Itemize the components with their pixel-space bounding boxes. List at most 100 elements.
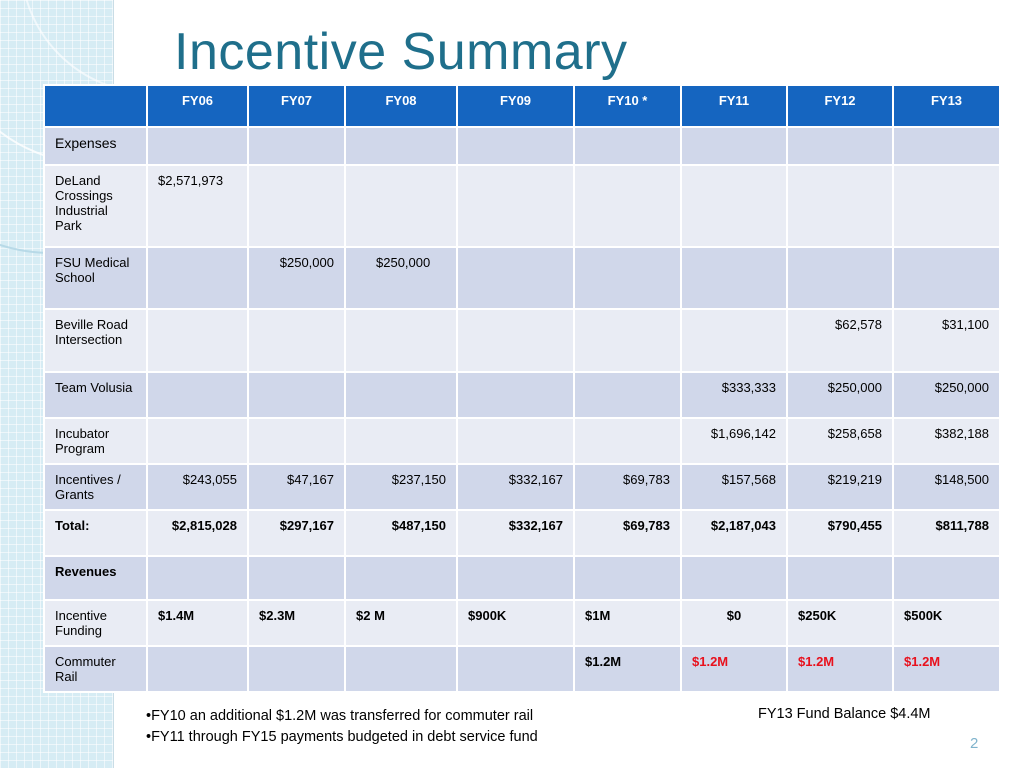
table-cell xyxy=(344,371,458,419)
total-cell: $332,167 xyxy=(456,509,575,557)
table-cell xyxy=(456,308,575,373)
table-cell xyxy=(247,164,346,248)
table-cell xyxy=(573,555,682,601)
header-cell: FY13 xyxy=(892,84,1001,128)
total-cell: $2,815,028 xyxy=(146,509,249,557)
footnote-line: •FY10 an additional $1.2M was transferre… xyxy=(146,708,534,724)
table-cell xyxy=(146,417,249,465)
revenue-cell: $1.4M xyxy=(146,599,249,647)
table-cell: $2,571,973 xyxy=(146,164,249,248)
table-cell: $31,100 xyxy=(892,308,1001,373)
table-cell xyxy=(344,126,458,166)
table-cell xyxy=(573,246,682,310)
revenue-cell-highlight: $1.2M xyxy=(680,645,788,693)
header-cell: FY07 xyxy=(247,84,346,128)
header-cell: FY12 xyxy=(786,84,894,128)
revenue-cell xyxy=(247,645,346,693)
row-label: FSU Medical School xyxy=(43,246,148,310)
row-label: Incubator Program xyxy=(43,417,148,465)
revenue-cell-highlight: $1.2M xyxy=(786,645,894,693)
table-cell: $1,696,142 xyxy=(680,417,788,465)
revenue-cell: $2 M xyxy=(344,599,458,647)
table-cell xyxy=(344,164,458,248)
expenses-section-row: Expenses xyxy=(43,126,1001,166)
table-cell xyxy=(247,555,346,601)
revenue-cell xyxy=(344,645,458,693)
table-cell xyxy=(786,555,894,601)
header-cell: FY08 xyxy=(344,84,458,128)
table-cell: $69,783 xyxy=(573,463,682,511)
table-cell xyxy=(892,555,1001,601)
table-cell: $47,167 xyxy=(247,463,346,511)
total-label: Total: xyxy=(43,509,148,557)
expenses-label: Expenses xyxy=(43,126,148,166)
table-cell xyxy=(680,126,788,166)
table-cell: $148,500 xyxy=(892,463,1001,511)
revenues-label: Revenues xyxy=(43,555,148,601)
revenue-cell-highlight: $1.2M xyxy=(892,645,1001,693)
total-cell: $297,167 xyxy=(247,509,346,557)
table-row: Incentives / Grants $243,055 $47,167 $23… xyxy=(43,463,1001,511)
header-cell: FY10 * xyxy=(573,84,682,128)
table-cell: $382,188 xyxy=(892,417,1001,465)
incentive-funding-row: Incentive Funding $1.4M $2.3M $2 M $900K… xyxy=(43,599,1001,647)
header-cell xyxy=(43,84,148,128)
table-cell: $250,000 xyxy=(892,371,1001,419)
total-cell: $2,187,043 xyxy=(680,509,788,557)
table-cell: $258,658 xyxy=(786,417,894,465)
total-cell: $811,788 xyxy=(892,509,1001,557)
table-cell xyxy=(680,246,788,310)
table-cell xyxy=(892,126,1001,166)
row-label: Incentives / Grants xyxy=(43,463,148,511)
table-cell: $332,167 xyxy=(456,463,575,511)
table-row: Incubator Program $1,696,142 $258,658 $3… xyxy=(43,417,1001,465)
table-row: Beville Road Intersection $62,578 $31,10… xyxy=(43,308,1001,373)
revenue-cell xyxy=(146,645,249,693)
revenue-cell: $1.2M xyxy=(573,645,682,693)
total-cell: $69,783 xyxy=(573,509,682,557)
revenue-cell: $900K xyxy=(456,599,575,647)
table-cell xyxy=(573,308,682,373)
table-cell xyxy=(344,308,458,373)
table-cell xyxy=(146,371,249,419)
row-label: Beville Road Intersection xyxy=(43,308,148,373)
incentive-summary-table: FY06 FY07 FY08 FY09 FY10 * FY11 FY12 FY1… xyxy=(43,84,1001,693)
table-cell xyxy=(146,246,249,310)
row-label: Commuter Rail xyxy=(43,645,148,693)
table-cell xyxy=(892,164,1001,248)
table-cell xyxy=(146,308,249,373)
table-cell xyxy=(786,246,894,310)
revenue-cell: $1M xyxy=(573,599,682,647)
table-cell xyxy=(247,126,346,166)
table-cell: $237,150 xyxy=(344,463,458,511)
table-cell xyxy=(892,246,1001,310)
table-cell xyxy=(786,126,894,166)
total-cell: $790,455 xyxy=(786,509,894,557)
table-cell: $333,333 xyxy=(680,371,788,419)
table-cell xyxy=(344,417,458,465)
table-cell xyxy=(680,164,788,248)
table-cell xyxy=(573,417,682,465)
table-row: Team Volusia $333,333 $250,000 $250,000 xyxy=(43,371,1001,419)
fund-balance-note: FY13 Fund Balance $4.4M xyxy=(758,706,931,722)
revenues-section-row: Revenues xyxy=(43,555,1001,601)
total-cell: $487,150 xyxy=(344,509,458,557)
table-row: FSU Medical School $250,000 $250,000 xyxy=(43,246,1001,310)
table-cell xyxy=(456,371,575,419)
header-cell: FY11 xyxy=(680,84,788,128)
table-cell: $62,578 xyxy=(786,308,894,373)
table-cell xyxy=(247,371,346,419)
revenue-cell xyxy=(456,645,575,693)
table-cell xyxy=(680,555,788,601)
row-label: Incentive Funding xyxy=(43,599,148,647)
table-cell: $250,000 xyxy=(786,371,894,419)
footnotes: •FY10 an additional $1.2M was transferre… xyxy=(146,706,538,748)
table-cell xyxy=(573,126,682,166)
commuter-rail-row: Commuter Rail $1.2M $1.2M $1.2M $1.2M xyxy=(43,645,1001,693)
header-cell: FY09 xyxy=(456,84,575,128)
table-cell xyxy=(247,417,346,465)
slide-number: 2 xyxy=(970,735,979,752)
table-row: DeLand Crossings Industrial Park $2,571,… xyxy=(43,164,1001,248)
revenue-cell: $0 xyxy=(680,599,788,647)
table-cell xyxy=(573,371,682,419)
